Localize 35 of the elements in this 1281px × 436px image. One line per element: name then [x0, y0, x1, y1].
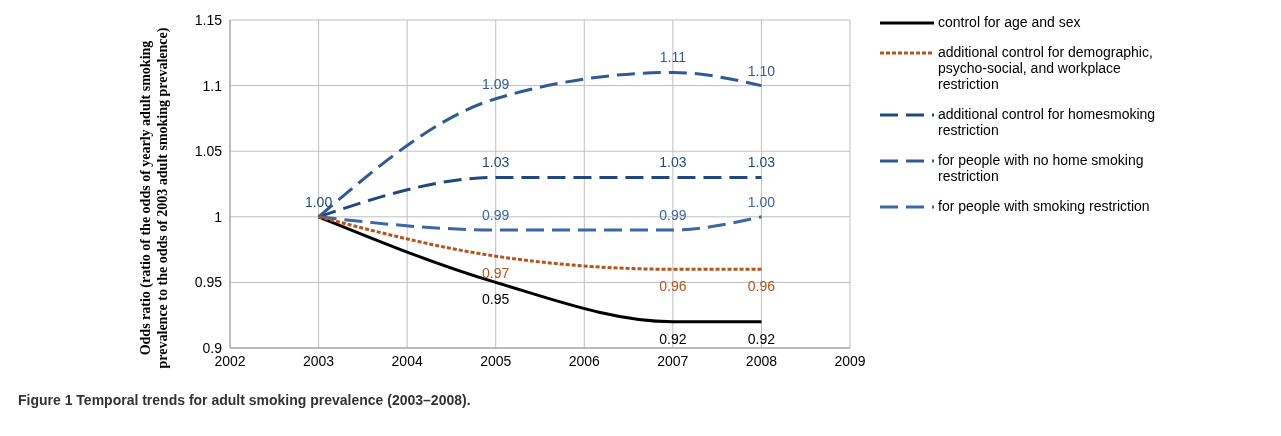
- legend-label: additional control for demographic, psycho-social, and workplace restriction: [938, 44, 1154, 92]
- data-label: 0.92: [659, 330, 687, 347]
- data-label: 1.03: [659, 154, 687, 171]
- data-label: 0.97: [482, 265, 510, 282]
- data-label: 1.00: [747, 193, 776, 210]
- y-tick-label: 1.1: [202, 77, 223, 94]
- data-label: 0.95: [482, 291, 510, 308]
- data-label: 0.99: [482, 206, 510, 223]
- x-tick-label: 2009: [834, 352, 866, 369]
- legend-label: additional control for homesmoking restriction: [938, 106, 1157, 138]
- y-tick-label: 0.95: [194, 274, 223, 291]
- y-tick-label: 1: [214, 208, 223, 225]
- data-label: 1.09: [482, 75, 510, 92]
- y-tick-label: 1.15: [194, 11, 223, 28]
- legend-label: control for age and sex: [938, 14, 1081, 30]
- legend-label: for people with no home smoking restriction: [938, 152, 1145, 184]
- x-tick-label: 2004: [391, 352, 423, 369]
- x-tick-label: 2006: [568, 352, 601, 369]
- data-label: 1.11: [659, 49, 687, 66]
- data-label: 1.03: [482, 154, 510, 171]
- data-label: 0.96: [747, 278, 776, 295]
- x-tick-label: 2003: [302, 352, 335, 369]
- y-tick-label: 1.05: [194, 143, 223, 160]
- data-label: 0.92: [747, 330, 776, 347]
- x-tick-label: 2007: [657, 352, 689, 369]
- legend-label: for people with smoking restriction: [938, 198, 1150, 214]
- x-tick-label: 2008: [745, 352, 778, 369]
- data-label: 1.03: [747, 154, 776, 171]
- data-label: 0.96: [659, 278, 687, 295]
- data-label: 1.00: [304, 193, 333, 210]
- data-label: 1.10: [747, 62, 776, 79]
- x-tick-label: 2005: [480, 352, 512, 369]
- caption: Figure 1 Temporal trends for adult smoking prevalence (2003–2008).: [18, 392, 472, 408]
- data-label: 0.99: [659, 206, 687, 223]
- y-axis-title: Odds ratio (ratio of the odds of yearly adult smoking prevalence to the odds of 2003 adult smoking prevalence): [137, 26, 171, 371]
